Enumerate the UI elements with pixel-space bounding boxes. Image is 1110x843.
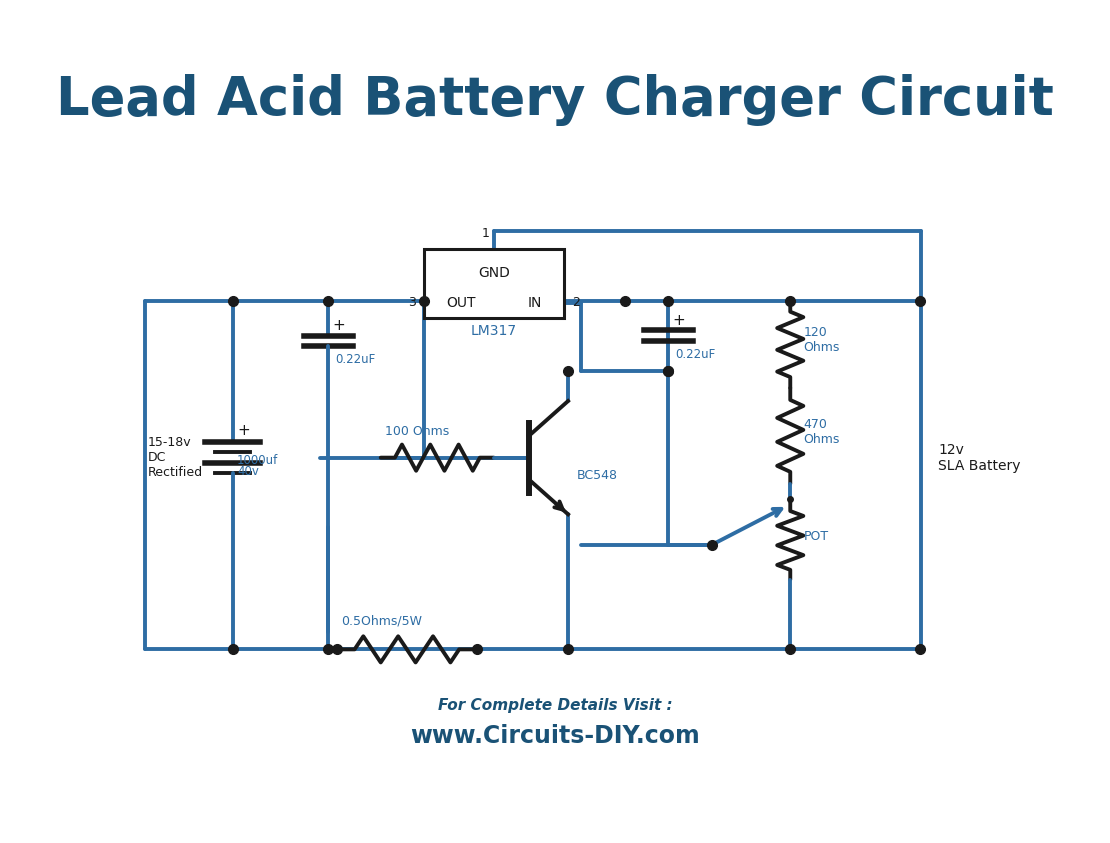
- Text: 0.22uF: 0.22uF: [335, 353, 375, 366]
- Text: For Complete Details Visit :: For Complete Details Visit :: [437, 699, 673, 713]
- Text: LM317: LM317: [471, 325, 517, 338]
- Text: Lead Acid Battery Charger Circuit: Lead Acid Battery Charger Circuit: [57, 74, 1053, 126]
- Text: IN: IN: [527, 296, 542, 309]
- Text: 470
Ohms: 470 Ohms: [804, 417, 839, 445]
- Text: 0.22uF: 0.22uF: [675, 348, 716, 361]
- Text: 1000uf: 1000uf: [236, 454, 279, 467]
- Text: GND: GND: [478, 266, 509, 280]
- Text: +: +: [236, 423, 250, 438]
- Text: POT: POT: [804, 529, 828, 543]
- Text: www.Circuits-DIY.com: www.Circuits-DIY.com: [410, 724, 700, 749]
- Text: 100 Ohms: 100 Ohms: [385, 425, 450, 438]
- Text: 1: 1: [482, 227, 490, 239]
- Text: OUT: OUT: [446, 296, 475, 309]
- Text: 40v: 40v: [236, 464, 259, 478]
- Text: 12v
SLA Battery: 12v SLA Battery: [938, 443, 1021, 473]
- Text: BC548: BC548: [577, 469, 618, 481]
- Text: 0.5Ohms/5W: 0.5Ohms/5W: [342, 615, 423, 627]
- Bar: [424, 249, 564, 319]
- Text: 2: 2: [573, 296, 581, 309]
- Text: +: +: [673, 313, 685, 328]
- Text: 3: 3: [407, 296, 415, 309]
- Text: 120
Ohms: 120 Ohms: [804, 326, 839, 354]
- Text: 15-18v
DC
Rectified: 15-18v DC Rectified: [148, 436, 203, 479]
- Text: +: +: [333, 318, 345, 333]
